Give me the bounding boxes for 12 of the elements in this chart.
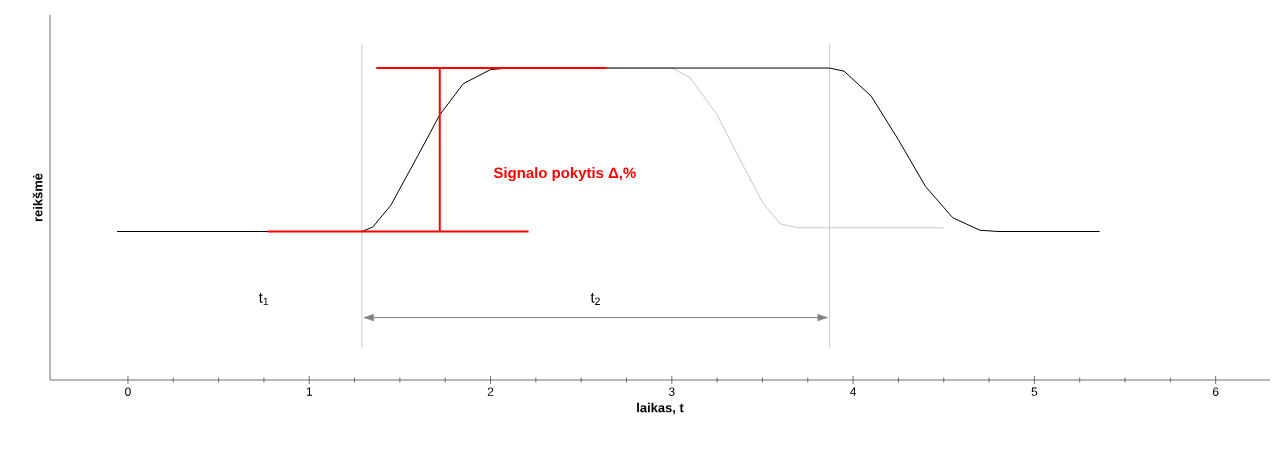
x-tick-label: 3 [668, 387, 675, 396]
annotation: Signalo pokytis Δ,% [493, 167, 636, 182]
x-tick-label: 0 [125, 387, 131, 396]
x-tick-label: 4 [850, 387, 857, 396]
x-tick-label: 2 [487, 387, 494, 396]
x-tick-label: 6 [1212, 387, 1219, 396]
annotation: t$_{2}$ [590, 292, 600, 305]
annotation: t$_{1}$ [258, 292, 269, 305]
x-axis-title: laikas, t [637, 402, 684, 415]
x-tick-label: 5 [1031, 387, 1038, 396]
x-tick-label: 1 [306, 387, 312, 396]
y-axis-title: reikšmė [32, 173, 43, 222]
